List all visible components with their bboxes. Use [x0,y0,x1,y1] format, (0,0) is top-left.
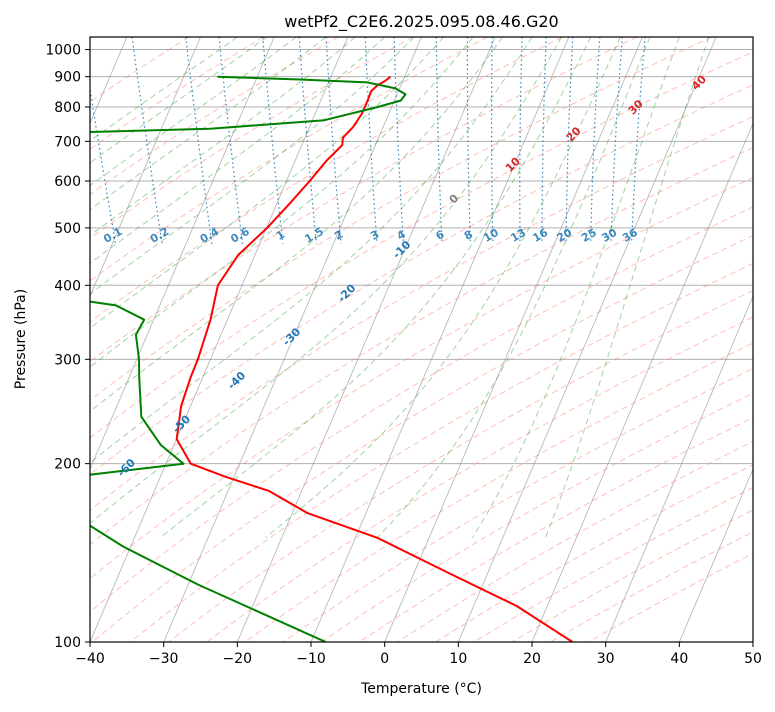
chart-title: wetPf2_C2E6.2025.095.08.46.G20 [284,12,558,32]
y-tick-label: 900 [54,70,81,86]
x-tick-label: −10 [296,651,326,667]
y-tick-label: 300 [54,352,81,368]
y-tick-label: 800 [54,100,81,116]
x-tick-label: 50 [744,651,762,667]
y-tick-label: 400 [54,278,81,294]
x-tick-label: 40 [670,651,688,667]
x-tick-label: 10 [449,651,467,667]
x-tick-label: −40 [75,651,105,667]
y-tick-label: 200 [54,457,81,473]
x-tick-label: −20 [223,651,253,667]
y-tick-label: 100 [54,635,81,651]
x-tick-label: 0 [380,651,389,667]
y-tick-label: 700 [54,134,81,150]
x-tick-label: 30 [597,651,615,667]
y-tick-label: 600 [54,174,81,190]
y-tick-label: 500 [54,221,81,237]
x-tick-label: 20 [523,651,541,667]
y-tick-label: 1000 [45,43,81,59]
x-axis-label: Temperature (°C) [360,681,482,697]
y-axis-label: Pressure (hPa) [13,289,29,389]
x-tick-label: −30 [149,651,179,667]
